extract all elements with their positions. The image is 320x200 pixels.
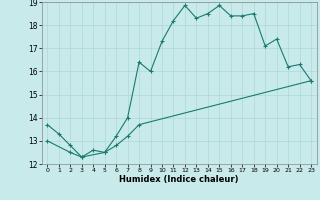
X-axis label: Humidex (Indice chaleur): Humidex (Indice chaleur) bbox=[119, 175, 239, 184]
